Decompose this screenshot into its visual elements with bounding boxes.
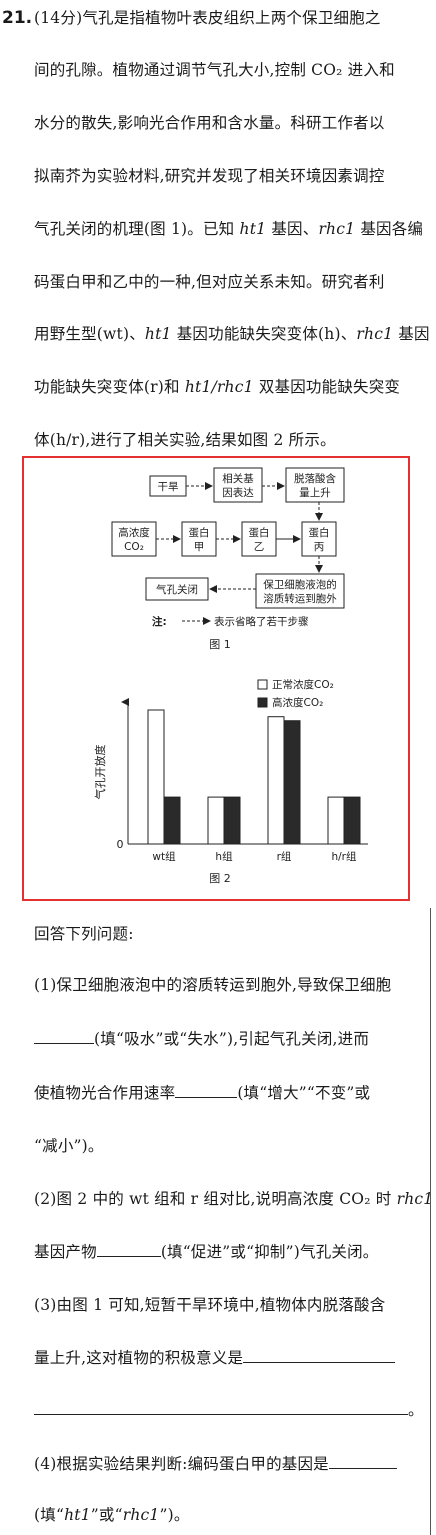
x-tick-label: wt组 xyxy=(152,850,176,863)
intro-line: 码蛋白甲和乙中的一种,但对应关系未知。研究者利 xyxy=(34,273,385,291)
bar xyxy=(163,796,181,845)
protein-c-label: 丙 xyxy=(314,541,325,553)
intro-line: 拟南芥为实验材料,研究并发现了相关环境因素调控 xyxy=(34,167,385,185)
gene-expression-label: 因表达 xyxy=(222,486,254,499)
high-co2-box xyxy=(111,521,157,557)
protein-a-label: 蛋白 xyxy=(189,526,210,539)
protein-b-label: 蛋白 xyxy=(249,526,270,539)
protein-b-label: 乙 xyxy=(254,541,265,553)
legend-label: 正常浓度CO₂ xyxy=(272,678,334,691)
intro-line: 功能缺失突变体(r)和 ht1/rhc1 双基因功能缺失突变 xyxy=(34,378,401,396)
note-text: 表示省略了若干步骤 xyxy=(214,615,309,628)
q2-blank[interactable] xyxy=(96,1242,161,1257)
intro-line: (14分)气孔是指植物叶表皮组织上两个保卫细胞之 xyxy=(34,9,381,27)
q4-blank[interactable] xyxy=(328,1454,397,1469)
q1-blank-2[interactable] xyxy=(175,1083,238,1098)
protein-c-box xyxy=(301,521,337,557)
intro-line: 气孔关闭的机理(图 1)。已知 ht1 基因、rhc1 基因各编 xyxy=(34,220,424,238)
q1-line-2: (填“吸水”或“失水”),引起气孔关闭,进而 xyxy=(34,1027,369,1049)
legend-swatch xyxy=(257,697,268,708)
protein-c-label: 蛋白 xyxy=(309,526,330,539)
q4-line-2: (填“ht1”或“rhc1”)。 xyxy=(34,1506,190,1524)
intro-line: 用野生型(wt)、ht1 基因功能缺失突变体(h)、rhc1 基因 xyxy=(34,325,430,343)
legend-label: 高浓度CO₂ xyxy=(272,696,323,709)
q1-text-3b: (填“增大”“不变”或 xyxy=(237,1084,371,1102)
aba-box xyxy=(285,467,345,503)
transport-label: 溶质转运到胞外 xyxy=(263,592,337,605)
aba-label: 脱落酸含 xyxy=(294,472,336,485)
gene-expression-box xyxy=(213,467,263,503)
x-tick-label: h组 xyxy=(215,850,233,863)
q1-text-3: 使植物光合作用速率 xyxy=(34,1084,176,1102)
y-axis-label: 气孔开放度 xyxy=(93,745,107,800)
q1-blank-1[interactable] xyxy=(34,1029,94,1044)
q2-text-2b: (填“促进”或“抑制”)气孔关闭。 xyxy=(160,1243,379,1261)
q1-line-4: “减小”)。 xyxy=(34,1137,104,1155)
q3-blank-2[interactable] xyxy=(34,1400,408,1415)
legend-swatch xyxy=(257,679,268,690)
bar xyxy=(267,716,285,845)
intro-line: 水分的散失,影响光合作用和含水量。科研工作者以 xyxy=(34,114,385,132)
x-tick-label: h/r组 xyxy=(331,850,357,863)
q2-text-2a: 基因产物 xyxy=(34,1243,97,1261)
x-tick-label: r组 xyxy=(277,850,292,863)
figure2-caption: 图 2 xyxy=(209,872,231,885)
q4-text-1: (4)根据实验结果判断:编码蛋白甲的基因是 xyxy=(34,1455,329,1473)
q3-line-3: 。 xyxy=(34,1398,424,1420)
figure1-flowchart: 干旱 相关基 因表达 脱落酸含 量上升 高浓度 CO₂ 蛋白 甲 蛋白 乙 蛋白… xyxy=(111,467,345,651)
bar xyxy=(343,796,361,845)
y-origin-label: 0 xyxy=(117,838,124,851)
transport-box xyxy=(255,573,345,609)
q2-line-1: (2)图 2 中的 wt 组和 r 组对比,说明高浓度 CO₂ 时 rhc1 xyxy=(34,1190,434,1208)
high-co2-label: 高浓度 xyxy=(118,526,150,539)
intro-line: 体(h/r),进行了相关实验,结果如图 2 所示。 xyxy=(34,431,336,449)
bar xyxy=(327,796,345,845)
intro-line: 间的孔隙。植物通过调节气孔大小,控制 CO₂ 进入和 xyxy=(34,61,395,79)
closure-box xyxy=(145,577,209,601)
protein-b-box xyxy=(241,521,277,557)
q4-line-1: (4)根据实验结果判断:编码蛋白甲的基因是 xyxy=(34,1452,397,1474)
gene-expression-label: 相关基 xyxy=(222,472,254,485)
transport-label: 保卫细胞液泡的 xyxy=(263,578,337,591)
q1-line-3: 使植物光合作用速率 (填“增大”“不变”或 xyxy=(34,1081,370,1103)
figure-highlight-box xyxy=(22,456,410,901)
q2-line-2: 基因产物 (填“促进”或“抑制”)气孔关闭。 xyxy=(34,1240,379,1262)
aba-label: 量上升 xyxy=(299,487,331,499)
protein-a-box xyxy=(181,521,217,557)
figure1-caption: 图 1 xyxy=(209,638,231,651)
bar xyxy=(283,720,301,845)
question-number: 21. xyxy=(2,8,33,28)
page-margin-line xyxy=(430,908,431,1535)
answer-prompt: 回答下列问题: xyxy=(34,925,134,943)
note-label: 注: xyxy=(152,615,167,628)
q1-text-2: (填“吸水”或“失水”),引起气孔关闭,进而 xyxy=(94,1030,370,1048)
q1-line-1: (1)保卫细胞液泡中的溶质转运到胞外,导致保卫细胞 xyxy=(34,976,392,994)
figure2-bar-chart: 0 气孔开放度 wt组 h组 r组 h/r组 正常浓度CO₂ 高浓度CO₂ 图 2 xyxy=(93,678,368,885)
drought-label: 干旱 xyxy=(158,481,179,493)
closure-label: 气孔关闭 xyxy=(156,583,198,596)
q3-line-2: 量上升,这对植物的积极意义是 xyxy=(34,1346,396,1368)
protein-a-label: 甲 xyxy=(194,541,205,553)
bar xyxy=(223,796,241,845)
bar xyxy=(207,796,225,845)
q3-text-2: 量上升,这对植物的积极意义是 xyxy=(34,1349,244,1367)
q3-period: 。 xyxy=(408,1401,424,1419)
high-co2-label: CO₂ xyxy=(124,541,144,553)
bar xyxy=(147,709,165,845)
q3-line-1: (3)由图 1 可知,短暂干旱环境中,植物体内脱落酸含 xyxy=(34,1296,386,1314)
q3-blank-1[interactable] xyxy=(243,1348,396,1363)
